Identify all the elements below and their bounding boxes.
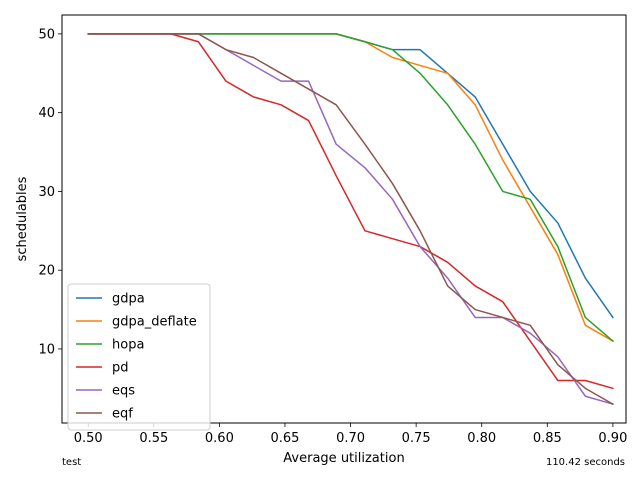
x-tick-label: 0.80 bbox=[467, 431, 496, 446]
legend-label: eqs bbox=[112, 384, 135, 399]
y-tick-label: 50 bbox=[38, 27, 55, 42]
legend-label: eqf bbox=[112, 407, 133, 422]
series-line-eqf bbox=[87, 33, 614, 406]
x-tick-label: 0.60 bbox=[205, 431, 234, 446]
plot-frame bbox=[61, 14, 627, 424]
legend-label: pd bbox=[112, 361, 129, 376]
legend-label: gdpa bbox=[112, 292, 145, 307]
x-axis-title: Average utilization bbox=[283, 451, 404, 466]
legend-box bbox=[67, 283, 211, 431]
legend-label: gdpa_deflate bbox=[112, 315, 197, 330]
series-layer bbox=[87, 33, 614, 406]
y-tick-label: 20 bbox=[38, 264, 55, 279]
x-tick-label: 0.55 bbox=[139, 431, 168, 446]
y-tick-label: 40 bbox=[38, 106, 55, 121]
y-axis-ticks: 10 20 30 40 50 bbox=[38, 27, 62, 357]
x-tick-label: 0.65 bbox=[271, 431, 300, 446]
x-tick-label: 0.70 bbox=[336, 431, 365, 446]
x-tick-label: 0.75 bbox=[402, 431, 431, 446]
footer-right-text: 110.42 seconds bbox=[546, 457, 625, 468]
x-axis-ticks: 0.50 0.55 0.60 0.65 0.70 0.75 0.80 0.85 0.90 bbox=[74, 423, 627, 446]
series-line-pd bbox=[87, 33, 614, 390]
footer-left-text: test bbox=[62, 457, 81, 468]
y-tick-label: 10 bbox=[38, 342, 55, 357]
y-axis-title: schedulables bbox=[15, 176, 30, 261]
x-tick-label: 0.85 bbox=[533, 431, 562, 446]
x-tick-label: 0.50 bbox=[74, 431, 103, 446]
legend-label: hopa bbox=[112, 338, 144, 353]
x-tick-label: 0.90 bbox=[598, 431, 627, 446]
y-tick-label: 30 bbox=[38, 185, 55, 200]
